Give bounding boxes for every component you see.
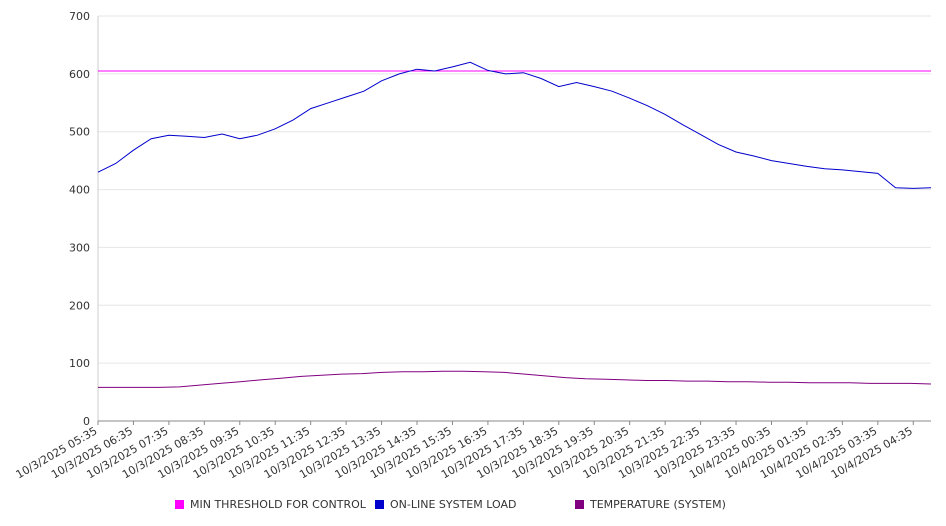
y-tick-label: 600 bbox=[69, 68, 90, 81]
y-tick-label: 200 bbox=[69, 299, 90, 312]
series-lines bbox=[97, 61, 932, 388]
legend-item-min-threshold[interactable]: MIN THRESHOLD FOR CONTROL bbox=[175, 498, 366, 511]
legend-swatch-temperature bbox=[575, 500, 584, 509]
legend-item-system-load[interactable]: ON-LINE SYSTEM LOAD bbox=[375, 498, 516, 511]
y-tick-label: 400 bbox=[69, 184, 90, 197]
legend-swatch-min-threshold bbox=[175, 500, 184, 509]
legend-item-temperature[interactable]: TEMPERATURE (SYSTEM) bbox=[575, 498, 726, 511]
axes bbox=[97, 16, 931, 422]
y-tick-label: 500 bbox=[69, 126, 90, 139]
legend-label-temperature: TEMPERATURE (SYSTEM) bbox=[590, 498, 726, 511]
series-line-2 bbox=[98, 370, 932, 388]
y-axis-ticks: 0 100 200 300 400 500 600 700 bbox=[69, 10, 90, 428]
gridlines bbox=[98, 15, 931, 422]
y-tick-label: 300 bbox=[69, 241, 90, 254]
legend: MIN THRESHOLD FOR CONTROL ON-LINE SYSTEM… bbox=[0, 498, 946, 514]
y-tick-label: 100 bbox=[69, 357, 90, 370]
legend-label-min-threshold: MIN THRESHOLD FOR CONTROL bbox=[190, 498, 366, 511]
series-line-1 bbox=[97, 61, 932, 189]
legend-label-system-load: ON-LINE SYSTEM LOAD bbox=[390, 498, 517, 511]
y-tick-label: 0 bbox=[83, 415, 90, 428]
y-tick-label: 700 bbox=[69, 10, 90, 23]
legend-swatch-system-load bbox=[375, 500, 384, 509]
